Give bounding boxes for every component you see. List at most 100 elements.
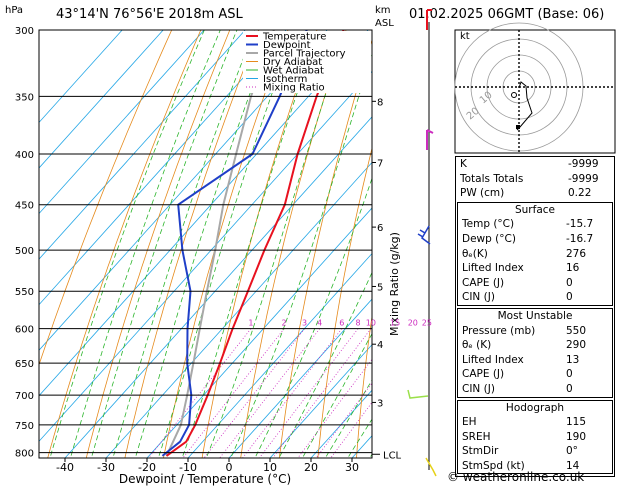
km-tick-label: 5 — [377, 282, 383, 293]
k-label: K — [460, 158, 467, 170]
totals-label: Totals Totals — [460, 172, 524, 185]
km-tick-label: 3 — [377, 398, 383, 409]
sfc-dewp-value: -16.7 — [566, 232, 594, 245]
mixing-ratio-labels: 1 2 3 4 6 8 10 15 20 25 — [248, 319, 432, 328]
pressure-tick-label: 350 — [15, 92, 34, 103]
x-tick-label: -20 — [138, 461, 156, 474]
isotherm-line — [39, 30, 369, 397]
km-tick-label: 6 — [377, 223, 383, 234]
stmspd-label: StmSpd (kt) — [462, 459, 525, 472]
wet-adiabat — [134, 30, 275, 458]
hodograph-title: Hodograph — [505, 401, 565, 414]
sfc-theta-label: θₑ(K) — [462, 247, 488, 260]
isotherm-line — [39, 30, 164, 169]
mu-theta-value: 290 — [566, 339, 587, 352]
mixing-ratio-label: 20 — [408, 319, 418, 328]
mixing-ratio-label: 3 — [302, 319, 307, 328]
mixing-ratio-line — [219, 328, 321, 458]
mixing-ratio-line — [272, 328, 372, 458]
dry-adiabat — [317, 146, 372, 458]
wet-adiabat — [49, 30, 205, 458]
dry-adiabat — [124, 30, 260, 458]
dry-adiabat — [618, 15, 629, 463]
isotherm-line — [39, 30, 287, 306]
isotherm-line — [39, 30, 123, 124]
k-value: -9999 — [568, 158, 599, 170]
mixing-ratio-axis-title: Mixing Ratio (g/kg) — [388, 232, 401, 336]
sfc-cape-value: 0 — [566, 276, 573, 289]
pressure-tick-label: 600 — [15, 325, 34, 336]
mixing-ratio-label: 1 — [248, 319, 253, 328]
mixing-ratio-label: 25 — [422, 319, 432, 328]
mu-pressure-value: 550 — [566, 324, 587, 337]
unstable-section: Most Unstable Pressure (mb) 550 θₑ (K) 290… — [457, 307, 613, 398]
wet-adiabat — [69, 30, 221, 458]
pressure-tick-label: 400 — [15, 150, 34, 161]
stmdir-label: StmDir — [462, 445, 499, 458]
sfc-dewp-label: Dewp (°C) — [462, 232, 516, 245]
dry-adiabat — [39, 30, 173, 366]
mixing-ratio-label: 8 — [355, 319, 360, 328]
eh-label: EH — [462, 416, 477, 429]
totals-value: -9999 — [568, 172, 599, 185]
wet-adiabat — [230, 53, 372, 458]
hpa-axis-label: hPa — [5, 5, 23, 16]
sfc-cin-value: 0 — [566, 291, 573, 304]
isotherm-line — [228, 298, 372, 458]
dry-adiabat — [356, 314, 372, 458]
pressure-tick-label: 300 — [15, 26, 34, 37]
pw-label: PW (cm) — [460, 187, 505, 200]
stmspd-value: 14 — [566, 459, 580, 472]
dry-adiabat — [85, 30, 231, 458]
pressure-tick-label: 750 — [15, 421, 34, 432]
pressure-tick-label: 700 — [15, 391, 34, 402]
hodograph: 10 20 — [454, 22, 616, 154]
km-tick-label: 4 — [377, 340, 383, 351]
legend-label: Mixing Ratio — [263, 83, 325, 94]
wet-adiabat — [301, 332, 372, 458]
pressure-tick-label: 450 — [15, 201, 34, 212]
legend-label: Isotherm — [263, 74, 307, 85]
legend-label: Dewpoint — [263, 40, 311, 51]
stmdir-value: 0° — [566, 445, 578, 458]
header-location: 43°14'N 76°56'E 2018m ASL — [56, 7, 243, 22]
mu-theta-label: θₑ (K) — [462, 339, 492, 352]
isotherm-line — [39, 30, 246, 260]
wet-adiabat — [181, 30, 320, 458]
mixing-ratio-line — [258, 328, 359, 458]
sreh-label: SREH — [462, 430, 491, 443]
x-tick-label: 10 — [263, 461, 277, 474]
legend-label: Dry Adiabat — [263, 57, 322, 68]
dry-adiabat — [278, 38, 372, 458]
sfc-theta-value: 276 — [566, 247, 587, 260]
legend-label: Wet Adiabat — [263, 66, 324, 77]
pressure-tick-label: 500 — [15, 246, 34, 257]
mixing-ratio-label: 4 — [317, 319, 322, 328]
header-datetime: 01.02.2025 06GMT (Base: 06) — [409, 7, 605, 22]
sfc-cape-label: CAPE (J) — [462, 276, 505, 289]
sfc-cin-label: CIN (J) — [462, 291, 495, 304]
mixing-ratio-label: 10 — [366, 319, 376, 328]
wet-adiabat — [254, 177, 372, 458]
sfc-li-label: Lifted Index — [462, 262, 524, 275]
dry-adiabat — [47, 30, 202, 458]
mu-cape-value: 0 — [566, 368, 573, 381]
legend-label: Temperature — [262, 32, 326, 43]
hodograph-section: Hodograph EH 115 SREH 190 StmDir 0° StmSpd … — [457, 399, 613, 475]
wet-adiabat — [157, 30, 296, 458]
lcl-label: LCL — [383, 450, 402, 461]
dry-adiabat — [201, 30, 318, 458]
x-axis-title: Dewpoint / Temperature (°C) — [119, 472, 291, 486]
wet-adiabat — [90, 30, 238, 458]
isotherm-line — [105, 161, 372, 458]
dry-adiabat — [240, 30, 347, 458]
sfc-temp-value: -15.7 — [566, 218, 594, 231]
mu-pressure-label: Pressure (mb) — [462, 324, 536, 337]
x-tick-label: -30 — [97, 461, 115, 474]
pressure-tick-label: 800 — [15, 449, 34, 460]
wet-adiabat — [324, 379, 372, 458]
surface-section: Surface Temp (°C) -15.7 Dewp (°C) -16.7 θₑ… — [457, 201, 613, 306]
mixing-ratio-line — [242, 328, 343, 458]
pressure-tick-label: 650 — [15, 359, 34, 370]
